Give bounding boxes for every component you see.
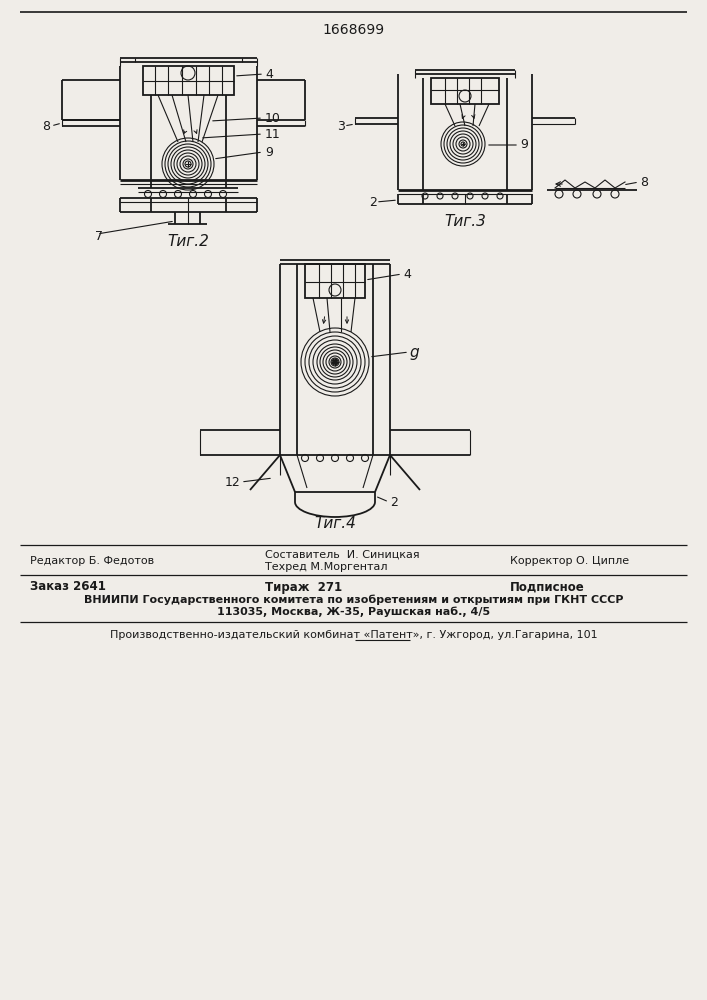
Bar (305, 264, 365, 298)
Text: Производственно-издательский комбинат «Патент», г. Ужгород, ул.Гагарина, 101: Производственно-издательский комбинат «П… (110, 630, 598, 640)
Text: 1668699: 1668699 (323, 23, 385, 37)
Text: Техред М.Моргентал: Техред М.Моргентал (265, 562, 387, 572)
Text: 3: 3 (337, 119, 345, 132)
Text: 11: 11 (265, 127, 281, 140)
Text: ВНИИПИ Государственного комитета по изобретениям и открытиям при ГКНТ СССР: ВНИИПИ Государственного комитета по изоб… (84, 595, 624, 605)
Text: g: g (410, 344, 420, 360)
Text: 9: 9 (265, 145, 273, 158)
Text: 12: 12 (224, 476, 240, 488)
Circle shape (333, 360, 337, 364)
Text: 4: 4 (265, 68, 273, 81)
Text: 7: 7 (95, 230, 103, 242)
Text: 113035, Москва, Ж-35, Раушская наб., 4/5: 113035, Москва, Ж-35, Раушская наб., 4/5 (218, 607, 491, 617)
Bar (143, 66, 234, 95)
Text: Заказ 2641: Заказ 2641 (30, 580, 106, 593)
Text: Тираж  271: Тираж 271 (265, 580, 342, 593)
Text: Подписное: Подписное (510, 580, 585, 593)
Text: Корректор О. Ципле: Корректор О. Ципле (510, 556, 629, 566)
Text: Τиг.2: Τиг.2 (167, 234, 209, 249)
Text: 9: 9 (520, 138, 528, 151)
Text: 10: 10 (265, 111, 281, 124)
Text: 8: 8 (42, 119, 50, 132)
Text: 2: 2 (390, 495, 398, 508)
Text: Τиг.4: Τиг.4 (314, 516, 356, 532)
Text: 4: 4 (403, 267, 411, 280)
Text: 8: 8 (640, 176, 648, 188)
Text: Редактор Б. Федотов: Редактор Б. Федотов (30, 556, 154, 566)
Text: Τиг.3: Τиг.3 (444, 214, 486, 229)
Text: Составитель  И. Синицкая: Составитель И. Синицкая (265, 550, 420, 560)
Bar (431, 78, 499, 104)
Text: 2: 2 (369, 196, 377, 209)
